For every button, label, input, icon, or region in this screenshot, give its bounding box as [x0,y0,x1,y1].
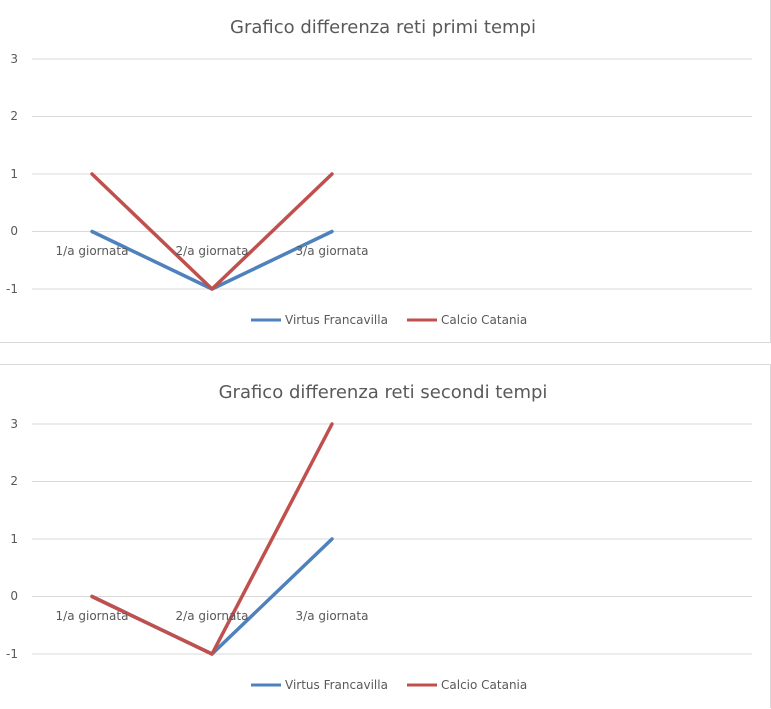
x-axis-ticks: 1/a giornata 2/a giornata 3/a giornata [56,609,369,623]
legend: Virtus Francavilla Calcio Catania [251,313,527,327]
x-tick-label: 2/a giornata [176,244,249,258]
y-axis-ticks: 3 2 1 0 -1 [6,417,18,661]
chart-title: Grafico differenza reti primi tempi [230,17,536,38]
x-tick-label: 2/a giornata [176,609,249,623]
series-line-calcio-catania [90,172,334,291]
series-lines [90,422,334,656]
chart-first-halves: Grafico differenza reti primi tempi 3 2 … [6,17,752,327]
legend: Virtus Francavilla Calcio Catania [251,678,527,692]
y-tick-label: 0 [10,589,18,603]
legend-label-calcio-catania: Calcio Catania [441,313,527,327]
series-line-calcio-catania [90,422,334,656]
legend-label-virtus-francavilla: Virtus Francavilla [285,678,388,692]
x-tick-label: 1/a giornata [56,244,129,258]
y-tick-label: 2 [10,109,18,123]
y-tick-label: 0 [10,224,18,238]
y-tick-label: 3 [10,417,18,431]
y-tick-label: 1 [10,167,18,181]
chart-panel-second-halves: Grafico differenza reti secondi tempi 3 … [0,364,771,708]
grid-lines [32,423,752,655]
x-tick-label: 3/a giornata [296,609,369,623]
x-tick-label: 3/a giornata [296,244,369,258]
legend-label-calcio-catania: Calcio Catania [441,678,527,692]
y-axis-ticks: 3 2 1 0 -1 [6,52,18,296]
legend-label-virtus-francavilla: Virtus Francavilla [285,313,388,327]
chart-second-halves: Grafico differenza reti secondi tempi 3 … [6,382,752,692]
y-tick-label: -1 [6,282,18,296]
chart-title: Grafico differenza reti secondi tempi [219,382,548,403]
x-tick-label: 1/a giornata [56,609,129,623]
y-tick-label: 2 [10,474,18,488]
series-line-virtus-francavilla [90,229,334,291]
chart-panel-first-halves: Grafico differenza reti primi tempi 3 2 … [0,0,771,343]
y-tick-label: 1 [10,532,18,546]
y-tick-label: -1 [6,647,18,661]
series-lines [90,172,334,291]
y-tick-label: 3 [10,52,18,66]
x-axis-ticks: 1/a giornata 2/a giornata 3/a giornata [56,244,369,258]
